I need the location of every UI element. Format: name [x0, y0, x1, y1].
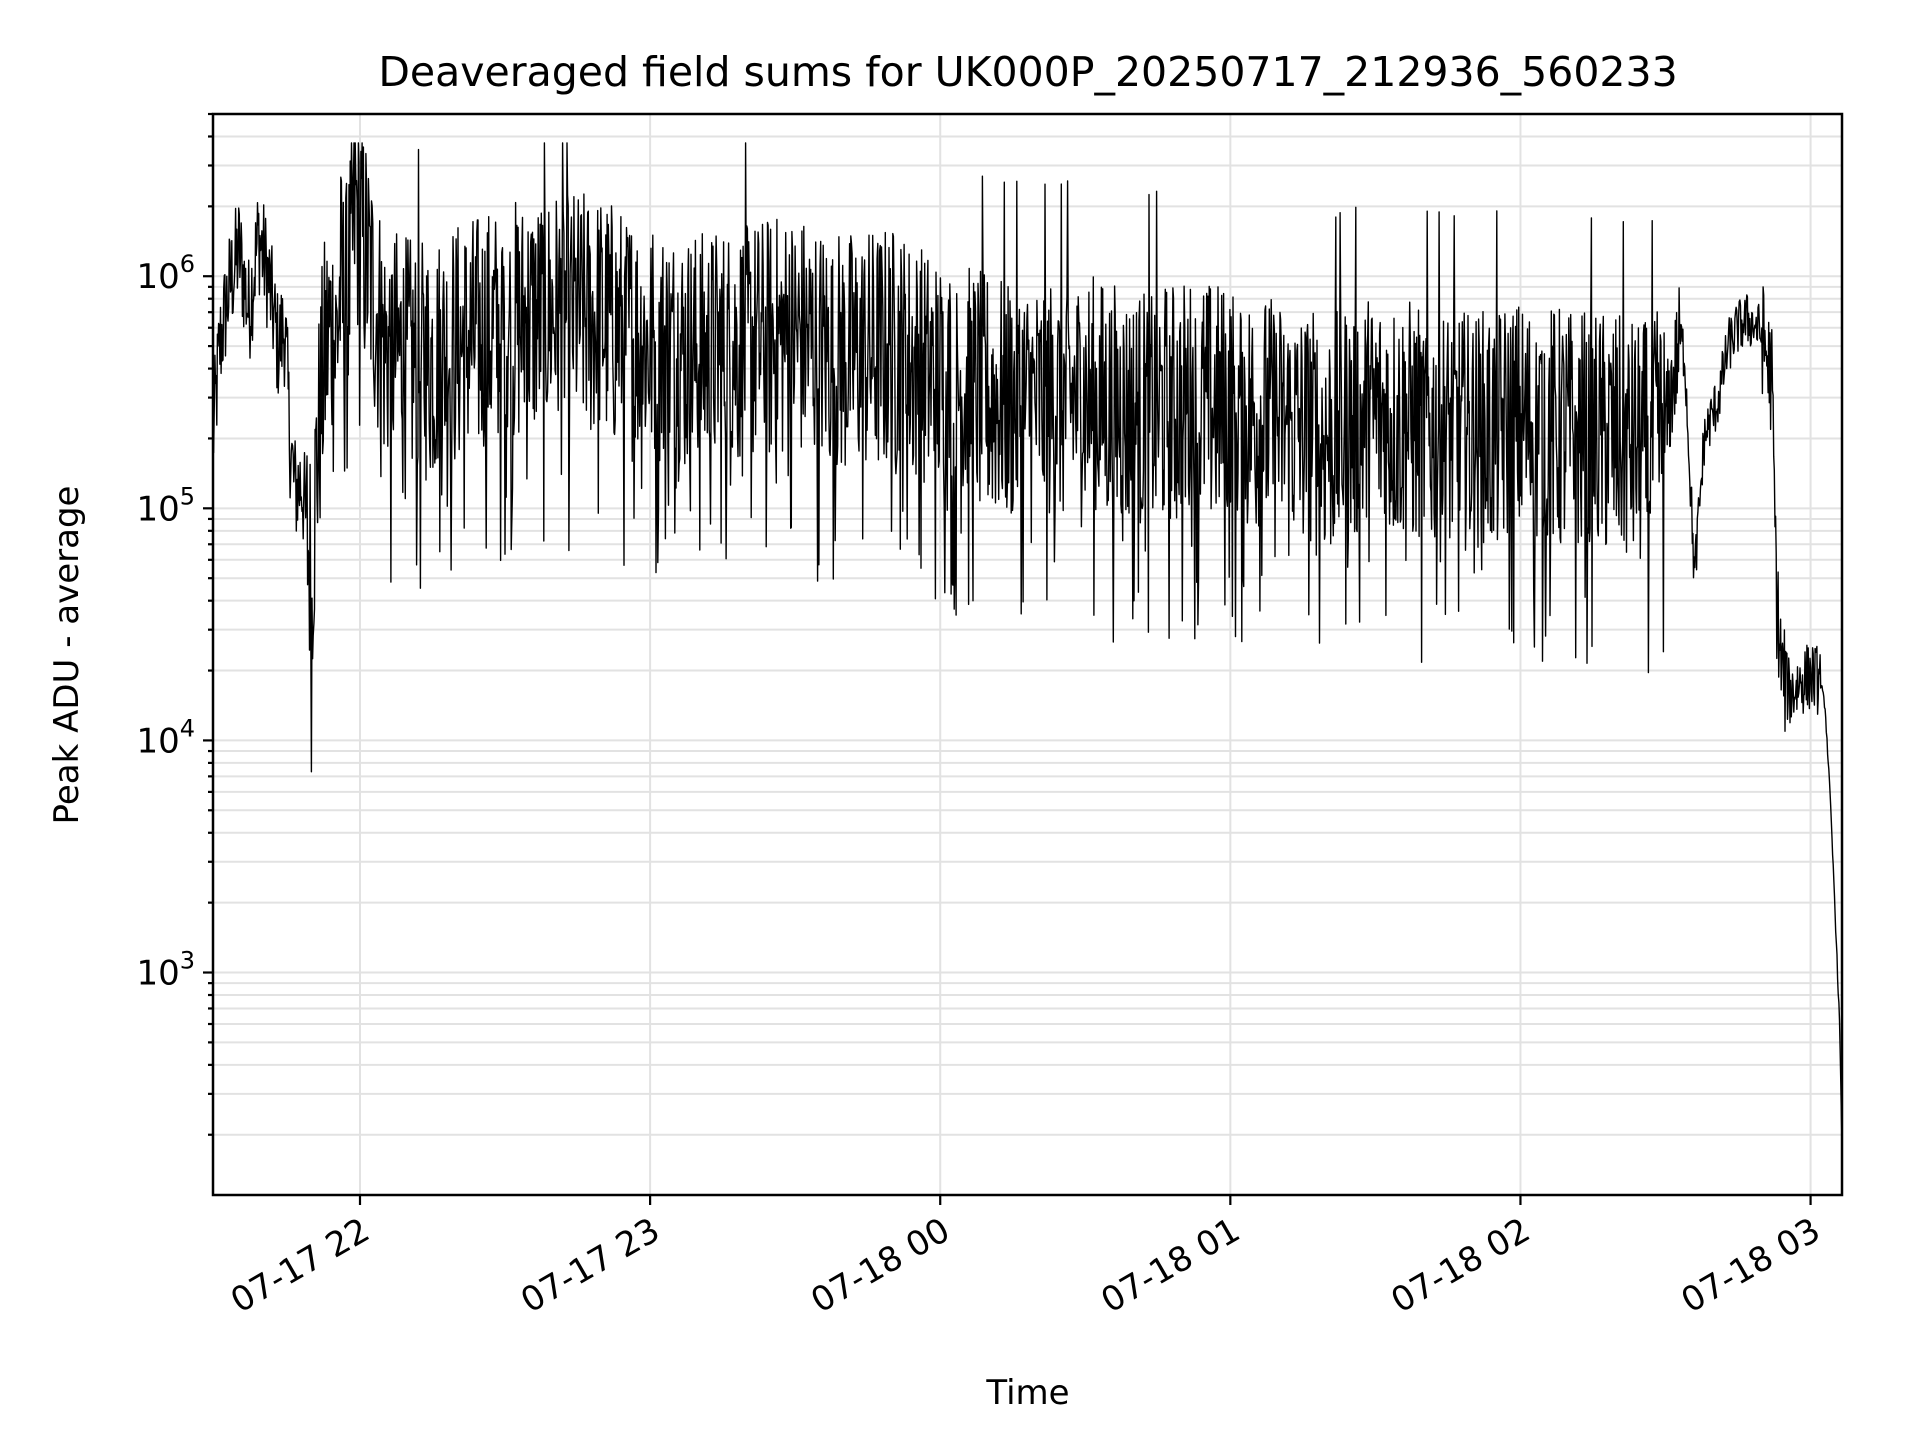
y-tick-label: 106	[136, 250, 195, 297]
x-tick-label: 07-17 23	[514, 1210, 666, 1321]
x-tick-label: 07-17 22	[224, 1210, 376, 1321]
chart-title: Deaveraged field sums for UK000P_2025071…	[378, 48, 1677, 96]
x-tick-label: 07-18 03	[1675, 1210, 1827, 1321]
y-axis-label: Peak ADU - average	[47, 486, 87, 825]
x-axis-ticks: 07-17 22 07-17 23 07-18 00 07-18 01 07-18 02…	[224, 1195, 1827, 1321]
x-tick-label: 07-18 01	[1094, 1210, 1246, 1321]
y-axis-ticks: 103 104 105 106	[136, 112, 213, 1136]
gridlines	[213, 113, 1842, 1195]
plot-frame	[211, 112, 1844, 1197]
y-tick-label: 103	[136, 947, 195, 994]
y-tick-label: 105	[136, 482, 195, 529]
x-axis-label: Time	[985, 1373, 1069, 1413]
x-tick-label: 07-18 02	[1385, 1210, 1537, 1321]
series-line	[212, 142, 1843, 1142]
y-tick-label: 104	[136, 714, 195, 761]
x-tick-label: 07-18 00	[804, 1210, 956, 1321]
